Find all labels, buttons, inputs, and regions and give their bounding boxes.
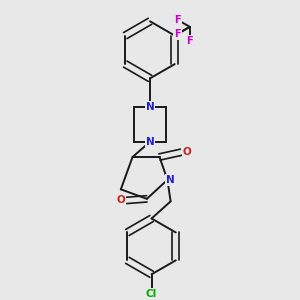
Text: F: F: [174, 15, 181, 25]
Text: N: N: [146, 102, 154, 112]
Text: N: N: [166, 175, 175, 185]
Text: N: N: [146, 137, 154, 147]
Text: Cl: Cl: [146, 289, 157, 299]
Text: F: F: [187, 36, 193, 46]
Text: O: O: [116, 195, 125, 206]
Text: O: O: [182, 147, 191, 157]
Text: F: F: [174, 29, 181, 39]
